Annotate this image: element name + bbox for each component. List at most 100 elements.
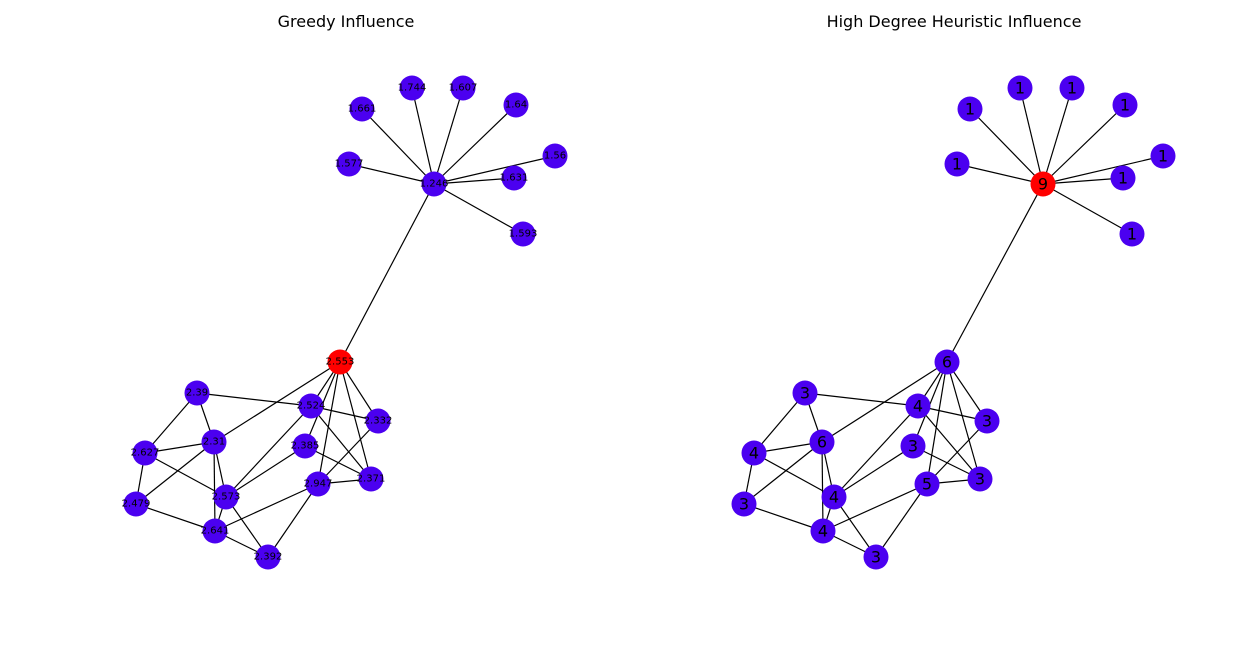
graph-node — [202, 518, 228, 544]
graph-node — [365, 408, 391, 434]
graph-edge — [310, 405, 372, 480]
graph-edge — [917, 405, 981, 480]
node-label: 3 — [975, 470, 985, 489]
graph-edge — [267, 483, 319, 558]
graph-node — [201, 429, 227, 455]
node-label: 1 — [965, 100, 975, 119]
node-label: 4 — [749, 444, 759, 463]
node-label: 1.64 — [505, 100, 527, 111]
node-label: 3 — [739, 495, 749, 514]
graph-edge — [1042, 87, 1073, 185]
graph-node — [974, 408, 1000, 434]
node-label: 4 — [913, 397, 923, 416]
graph-node — [792, 380, 818, 406]
graph-edge — [433, 87, 464, 185]
node-label: 2.553 — [326, 357, 355, 368]
node-label: 6 — [942, 353, 952, 372]
graph-edge — [969, 108, 1044, 185]
node-label: 2.371 — [357, 474, 386, 485]
graph-node — [255, 544, 281, 570]
graph-node — [1110, 165, 1136, 191]
node-label: 3 — [982, 412, 992, 431]
node-label: 1 — [1067, 79, 1077, 98]
node-label: 2.31 — [203, 437, 225, 448]
node-label: 1 — [1015, 79, 1025, 98]
graph-node — [1150, 143, 1176, 169]
graph-node — [399, 75, 425, 101]
graph-edge — [225, 445, 306, 498]
node-label: 2.479 — [122, 499, 151, 510]
graph-node — [934, 349, 960, 375]
node-label: 3 — [908, 437, 918, 456]
high-degree-influence-graph: 6 9 1 1 1 1 1 1 1 1 3 4 3 4 6 3 3 3 4 5 4 3 — [731, 75, 1176, 570]
node-label: 2.573 — [212, 492, 241, 503]
graph-node — [741, 440, 767, 466]
graph-node — [809, 429, 835, 455]
graph-edge — [225, 405, 312, 498]
graph-edge — [743, 441, 823, 505]
graph-node — [1030, 171, 1056, 197]
graph-edge — [1042, 177, 1124, 185]
node-label: 1 — [1158, 147, 1168, 166]
graph-edge — [1042, 183, 1133, 235]
graph-node — [358, 466, 384, 492]
node-label: 1.607 — [449, 83, 478, 94]
graph-node — [123, 491, 149, 517]
graph-edge — [753, 392, 806, 454]
panel-title-greedy: Greedy Influence — [277, 12, 415, 31]
graph-edge — [144, 452, 227, 498]
graph-node — [501, 165, 527, 191]
graph-edge — [833, 405, 919, 498]
node-label: 1.661 — [348, 104, 377, 115]
graph-edge — [339, 183, 435, 363]
graph-node — [450, 75, 476, 101]
greedy-influence-graph: 2.553 1.246 1.661 1.744 1.607 1.64 1.56 1.577 1.… — [122, 75, 568, 570]
graph-node — [1119, 221, 1145, 247]
graph-node — [863, 544, 889, 570]
node-label: 3 — [871, 548, 881, 567]
graph-edge — [135, 441, 215, 505]
graph-node — [810, 518, 836, 544]
graph-node — [305, 471, 331, 497]
graph-edge — [214, 483, 319, 532]
node-label: 1.631 — [500, 173, 529, 184]
node-label: 4 — [818, 522, 828, 541]
graph-edge — [411, 87, 435, 185]
node-label: 9 — [1038, 175, 1048, 194]
graph-edge — [317, 361, 341, 485]
graph-edge — [196, 392, 312, 407]
graph-node — [132, 440, 158, 466]
graph-edge — [317, 420, 379, 485]
node-label: 1 — [1120, 96, 1130, 115]
graph-node — [967, 466, 993, 492]
graph-edge — [144, 392, 198, 454]
panel-title-high-degree: High Degree Heuristic Influence — [826, 12, 1082, 31]
graph-node — [510, 221, 536, 247]
graph-node — [421, 171, 447, 197]
graph-edge — [743, 503, 824, 532]
node-label: 1.246 — [420, 179, 449, 190]
node-label: 1.744 — [398, 83, 427, 94]
graph-node — [349, 96, 375, 122]
graph-node — [944, 151, 970, 177]
graph-edge — [956, 163, 1044, 185]
graph-node — [914, 471, 940, 497]
node-label: 4 — [829, 488, 839, 507]
node-label: 2.385 — [291, 441, 320, 452]
node-label: 1 — [1127, 225, 1137, 244]
graph-edge — [213, 441, 216, 532]
graph-node — [292, 433, 318, 459]
graph-edge — [433, 155, 556, 185]
node-label: 2.39 — [186, 388, 208, 399]
graph-edge — [348, 163, 435, 185]
graph-node — [503, 92, 529, 118]
graph-node — [905, 393, 931, 419]
graph-node — [957, 96, 983, 122]
graph-edge — [1019, 87, 1044, 185]
node-label: 2.392 — [254, 552, 283, 563]
node-label: 5 — [922, 475, 932, 494]
graph-edge — [875, 483, 928, 558]
graph-node — [298, 393, 324, 419]
node-label: 2.524 — [297, 401, 326, 412]
